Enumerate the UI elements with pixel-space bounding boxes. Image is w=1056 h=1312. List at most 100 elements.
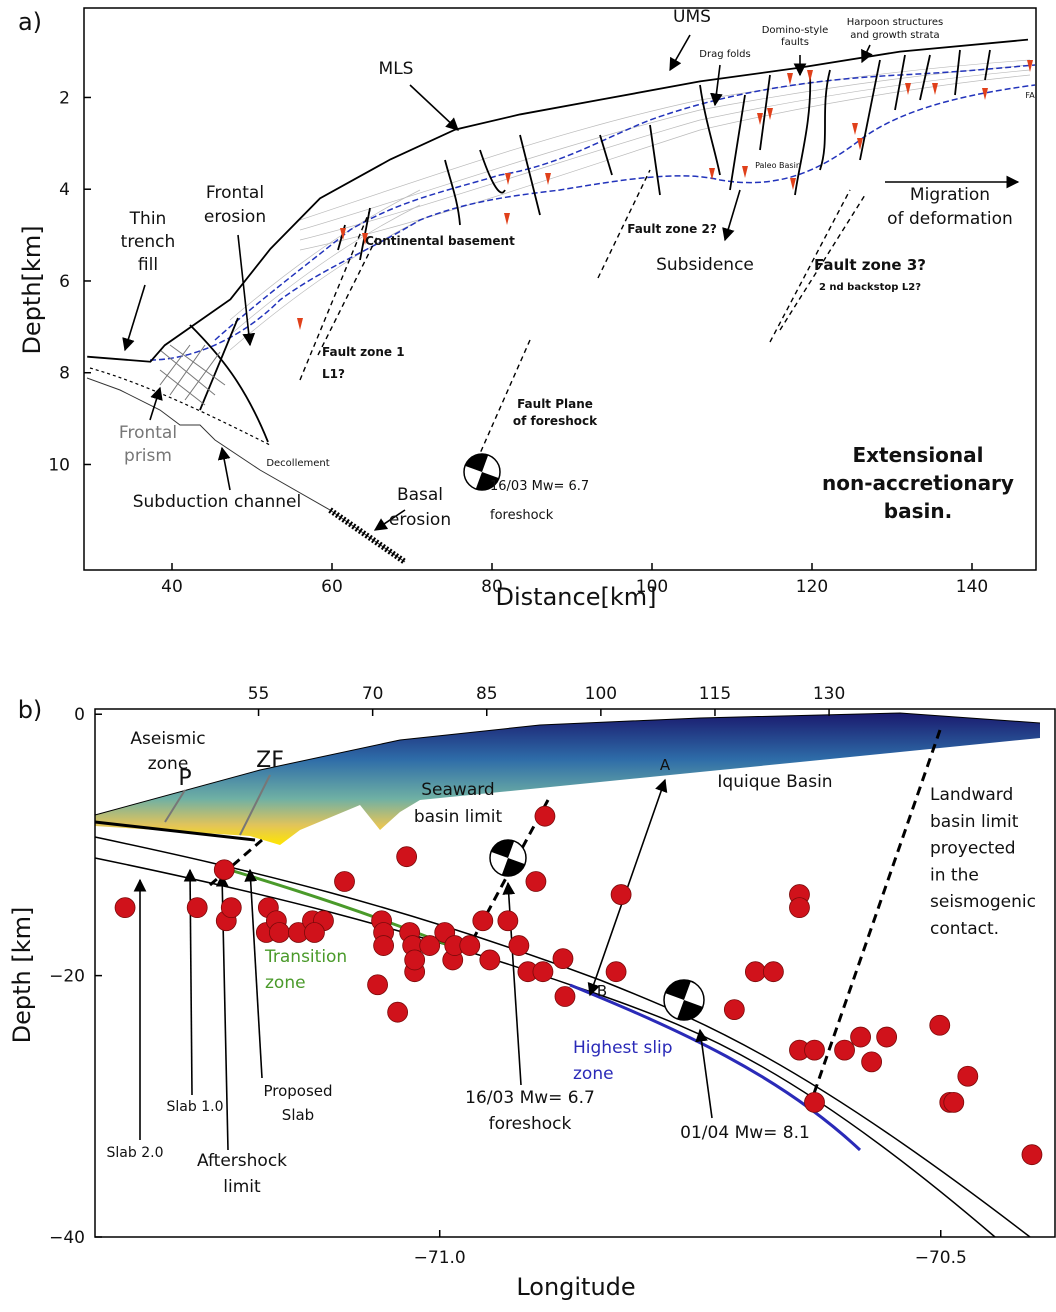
earthquake [744,961,766,983]
zf-line [239,774,271,836]
slip-marker [504,213,510,225]
arrow [409,84,459,131]
x2-tick-label: 70 [362,684,384,704]
earthquake [605,961,627,983]
slip-marker [982,88,988,100]
earthquake [525,871,547,892]
slip-marker [932,83,938,95]
subduction-channel [86,377,406,563]
annotation: Domino-style [762,25,829,36]
annotation: Iquique Basin [717,772,832,792]
slip-marker [857,138,863,150]
fault [699,84,721,176]
annotation: 2 nd backstop L2? [819,282,921,293]
y-tick-label: 4 [59,180,70,200]
slip-marker [709,168,715,180]
earthquake [459,935,481,956]
annotation: and growth strata [850,30,939,41]
slip-marker [742,166,748,178]
annotation: Frontal [206,183,264,203]
annotation: FA [1025,91,1035,100]
annotation: Fault zone 2? [627,222,717,236]
arrow [217,446,231,491]
y-axis-label: Depth [km] [8,907,36,1044]
fault [199,317,239,411]
x-tick-label: 120 [796,577,828,597]
earthquake [861,1051,883,1073]
plot-frame [83,7,1037,571]
x2-tick-label: 115 [699,684,731,704]
annotation: Highest slip [573,1038,673,1058]
strata-line [229,189,421,321]
earthquake [404,949,426,971]
earthquake [876,1026,898,1048]
annotation: Paleo Basin [755,161,801,170]
fault [649,124,661,196]
annotation: Thin [129,209,167,229]
fault-dashed [317,234,379,356]
earthquake [508,935,530,956]
annotation: Drag folds [699,49,750,60]
annotation: Slab 2.0 [107,1145,164,1161]
y-axis-label: Depth[km] [18,225,46,354]
strata-line [229,219,421,351]
annotation: of foreshock [513,414,598,428]
x2-tick-label: 100 [585,684,617,704]
annotation: Harpoon structures [847,17,943,28]
x-tick-label: 140 [956,577,988,597]
earthquake [497,910,519,932]
annotation: MLS [379,59,414,79]
slip-marker [905,83,911,95]
annotation: Slab [282,1106,314,1124]
prism-grid [184,351,221,401]
earthquake [943,1091,965,1113]
fault [189,324,269,443]
annotation: prism [124,446,172,466]
earthquake [789,897,810,919]
prism-grid [169,344,206,396]
annotation: Aseismic [130,729,205,749]
fault [954,49,961,96]
fault [819,69,831,171]
arrow [710,64,723,107]
focal-quadrant [501,858,525,876]
basal-erosion-hatch [328,507,407,565]
fault [479,149,506,194]
annotation: basin. [884,499,952,523]
basin-top [94,712,1041,816]
highest-slip [569,983,862,1152]
annotation: zone [148,754,189,774]
x2-tick-label: 55 [248,684,270,704]
earthquake [213,859,235,881]
annotation: Basal [397,485,443,505]
slip-marker [545,173,551,185]
slip-marker [852,123,858,135]
slip-marker [807,70,813,82]
seafloor-line [87,38,1029,363]
fault [794,74,812,196]
slip-marker [297,318,303,330]
fault [859,59,881,161]
decollement [89,367,271,446]
annotation: foreshock [490,508,554,523]
annotation: Subsidence [656,255,754,275]
x-tick-label: −70.5 [915,1248,967,1268]
x-tick-label: 80 [481,577,503,597]
annotation: non-accretionary [822,471,1014,495]
slip-marker [505,173,511,185]
fault [894,54,906,111]
annotation: limit [223,1177,261,1197]
strata-line [299,64,1031,231]
annotation: trench [121,232,176,252]
arrow [669,34,691,72]
prism-grid [159,349,216,396]
annotation: contact. [930,919,999,939]
prism-grid [159,344,191,386]
earthquake [610,884,632,905]
slip-marker [787,73,793,85]
y-tick-label: 10 [48,455,70,475]
focal-quadrant [677,1000,703,1021]
annotation: UMS [673,7,711,27]
annotation: 16/03 Mw= 6.7 [490,479,589,494]
